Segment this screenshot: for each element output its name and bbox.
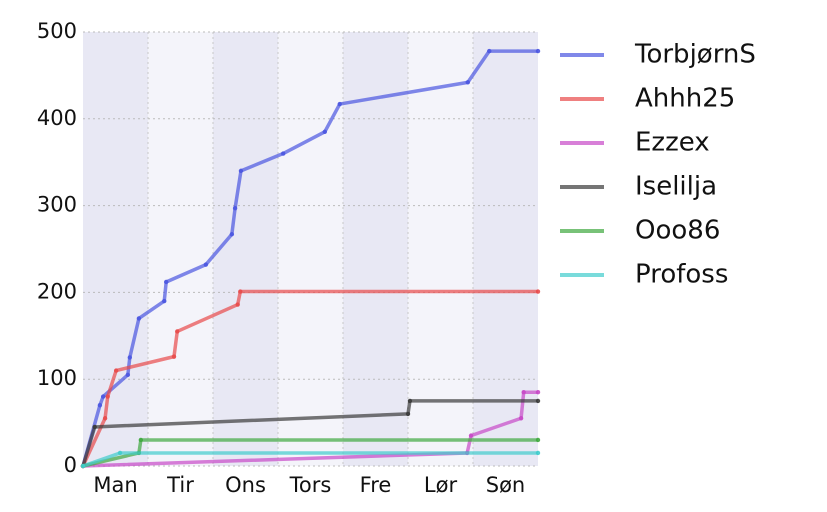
- day-band: [278, 32, 343, 466]
- data-point: [138, 437, 144, 443]
- data-point: [322, 129, 327, 135]
- data-point: [100, 394, 106, 399]
- data-point: [405, 411, 411, 417]
- day-band: [343, 32, 408, 466]
- data-point: [136, 316, 142, 321]
- legend-label: Ooo86: [635, 216, 720, 246]
- data-point: [203, 262, 209, 267]
- y-tick-label: 300: [37, 193, 77, 217]
- data-point: [535, 450, 541, 456]
- legend-label: Profoss: [635, 260, 728, 290]
- x-tick-label: Lør: [424, 473, 458, 497]
- legend-label: TorbjørnS: [634, 40, 756, 70]
- legend-label: Ezzex: [635, 128, 710, 158]
- data-point: [518, 416, 524, 421]
- data-point: [535, 289, 541, 294]
- data-point: [127, 355, 132, 360]
- y-tick-label: 100: [37, 366, 77, 390]
- data-point: [92, 424, 97, 430]
- data-point: [535, 48, 541, 54]
- data-point: [175, 329, 180, 334]
- data-point: [171, 354, 177, 359]
- data-point: [468, 433, 474, 438]
- data-point: [465, 80, 470, 85]
- y-tick-label: 200: [37, 279, 77, 303]
- series-line: [81, 49, 538, 467]
- data-point: [117, 450, 123, 456]
- data-point: [535, 390, 541, 395]
- day-band: [213, 32, 278, 466]
- data-point: [521, 390, 526, 395]
- data-point: [238, 168, 244, 174]
- x-tick-label: Man: [93, 473, 137, 497]
- data-point: [487, 48, 492, 54]
- day-band: [83, 32, 148, 466]
- data-point: [113, 368, 119, 373]
- y-tick-label: 400: [37, 106, 77, 130]
- data-point: [97, 403, 103, 408]
- data-point: [535, 437, 541, 443]
- series-line: [82, 438, 538, 468]
- data-point: [232, 206, 238, 211]
- x-tick-label: Fre: [360, 473, 392, 497]
- y-tick-label: 0: [64, 453, 77, 477]
- data-point: [162, 298, 167, 304]
- data-point: [125, 372, 131, 378]
- data-point: [281, 151, 286, 156]
- data-point: [535, 398, 541, 404]
- x-tick-label: Ons: [225, 473, 266, 497]
- x-tick-label: Tir: [166, 473, 194, 497]
- data-point: [238, 289, 243, 294]
- x-tick-label: Søn: [486, 473, 526, 497]
- data-point: [80, 463, 86, 469]
- data-point: [337, 101, 342, 107]
- legend-label: Iselilja: [635, 172, 717, 202]
- data-point: [102, 416, 108, 421]
- series-line: [82, 390, 538, 468]
- data-point: [229, 232, 235, 237]
- x-tick-label: Tors: [289, 473, 332, 497]
- data-point: [235, 302, 240, 307]
- legend-label: Ahhh25: [635, 84, 735, 114]
- data-point: [164, 279, 169, 285]
- day-band: [148, 32, 213, 466]
- y-tick-label: 500: [37, 19, 77, 43]
- data-point: [407, 398, 413, 404]
- day-band: [408, 32, 473, 466]
- data-point: [105, 394, 110, 399]
